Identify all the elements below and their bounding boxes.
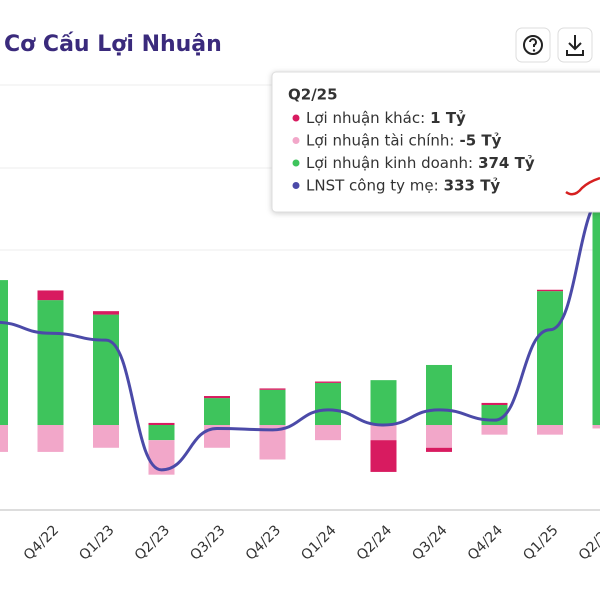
bar-segment <box>593 425 600 428</box>
tooltip-dot <box>293 182 300 189</box>
x-tick-label: Q2/25 <box>576 522 600 563</box>
x-tick-label: Q1/24 <box>298 522 339 563</box>
x-tick-label: Q2/24 <box>354 522 395 563</box>
tooltip-row: Lợi nhuận kinh doanh: 374 Tỷ <box>306 154 535 172</box>
bar-segment <box>93 425 119 448</box>
x-tick-label: Q4/22 <box>21 522 62 563</box>
tooltip-value: 1 Tỷ <box>430 109 466 127</box>
bar-segment <box>38 300 64 425</box>
tooltip-value: 333 Tỷ <box>444 176 501 194</box>
tooltip-dot <box>293 160 300 167</box>
tooltip-row: LNST công ty mẹ: 333 Tỷ <box>306 176 500 194</box>
bar-segment <box>204 398 230 425</box>
tooltip-label: Lợi nhuận tài chính: <box>306 131 454 149</box>
bar-segment <box>371 425 397 440</box>
x-tick-label: Q3/24 <box>409 522 450 563</box>
profit-line <box>0 195 600 470</box>
tooltip-label: Lợi nhuận kinh doanh: <box>306 154 473 172</box>
tooltip-dot <box>293 115 300 122</box>
bar-segment <box>426 425 452 448</box>
bar-segment <box>426 365 452 425</box>
bar-segment <box>149 425 175 440</box>
tooltip-row: Lợi nhuận tài chính: -5 Tỷ <box>306 131 502 149</box>
chart-title: Cơ Cấu Lợi Nhuận <box>4 32 222 57</box>
tooltip-label: Lợi nhuận khác: <box>306 109 425 127</box>
bar-segment <box>0 425 8 452</box>
tooltip-value: -5 Tỷ <box>459 131 501 149</box>
tooltip-value: 374 Tỷ <box>478 154 535 172</box>
help-button[interactable] <box>516 28 550 62</box>
bar-segment <box>38 425 64 452</box>
bar-segment <box>93 311 119 314</box>
bar-segment <box>315 382 341 383</box>
bar-segment <box>482 425 508 435</box>
x-tick-label: Q4/24 <box>465 522 506 563</box>
bar-segment <box>315 383 341 425</box>
bar-segment <box>315 425 341 440</box>
bar-segment <box>537 290 563 291</box>
bar-segment <box>0 280 8 425</box>
bar-segment <box>371 440 397 472</box>
bar-segment <box>93 315 119 425</box>
bar-segment <box>426 448 452 452</box>
bar-segment <box>149 423 175 425</box>
bar-segment <box>260 390 286 425</box>
bar-segment <box>371 380 397 425</box>
tooltip: Q2/25 Lợi nhuận khác: 1 Tỷ Lợi nhuận tài c… <box>272 72 600 212</box>
tooltip-row: Lợi nhuận khác: 1 Tỷ <box>306 109 466 127</box>
tooltip-title: Q2/25 <box>288 86 338 104</box>
bar-segment <box>482 403 508 405</box>
x-tick-label: Q3/23 <box>187 522 228 563</box>
bar-segment <box>537 425 563 435</box>
bar-segment <box>260 388 286 389</box>
bar-segment <box>38 290 64 300</box>
x-tick-label: Q1/25 <box>520 522 561 563</box>
x-tick-label: Q1/23 <box>76 522 117 563</box>
x-tick-label: Q4/23 <box>243 522 284 563</box>
bar-segment <box>204 396 230 398</box>
tooltip-dot <box>293 137 300 144</box>
bar-segment <box>537 291 563 425</box>
tooltip-label: LNST công ty mẹ: <box>306 176 439 194</box>
x-tick-label: Q2/23 <box>132 522 173 563</box>
download-button[interactable] <box>558 28 592 62</box>
